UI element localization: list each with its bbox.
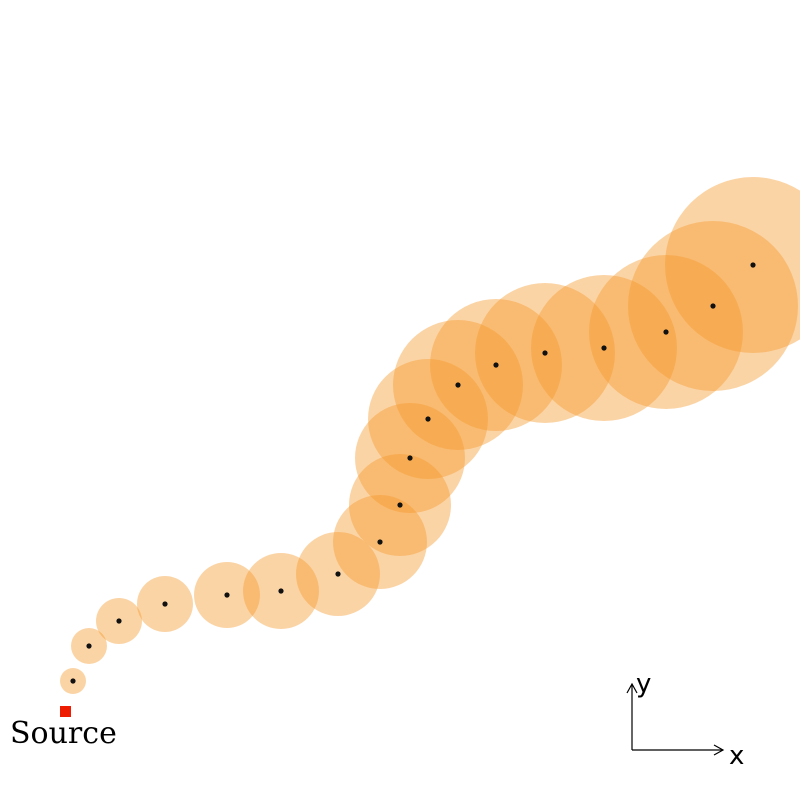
x-axis-arrowhead <box>713 744 725 756</box>
puff-center-15 <box>601 345 607 351</box>
puff-center-6 <box>278 588 284 594</box>
puff-center-2 <box>86 643 92 649</box>
puff-center-10 <box>407 455 413 461</box>
y-axis-arrowhead <box>626 682 638 694</box>
puff-center-14 <box>542 350 548 356</box>
puff-center-16 <box>663 329 669 335</box>
puff-center-3 <box>116 618 122 624</box>
axes-indicator: y x <box>626 669 744 771</box>
puff-center-5 <box>224 592 230 598</box>
source-marker <box>60 706 71 717</box>
puff-center-17 <box>710 303 716 309</box>
puff-center-4 <box>162 601 168 607</box>
puff-center-layer <box>70 262 756 684</box>
y-axis-label: y <box>636 669 651 699</box>
puff-layer <box>60 177 800 694</box>
puff-center-12 <box>455 382 461 388</box>
source-label: Source <box>10 716 117 751</box>
puff-center-1 <box>70 678 76 684</box>
puff-center-7 <box>335 571 341 577</box>
puff-center-18 <box>750 262 756 268</box>
puff-18 <box>665 177 800 353</box>
puff-center-9 <box>397 502 403 508</box>
puff-center-13 <box>493 362 499 368</box>
puff-center-8 <box>377 539 383 545</box>
puff-center-11 <box>425 416 431 422</box>
x-axis-label: x <box>729 741 744 771</box>
